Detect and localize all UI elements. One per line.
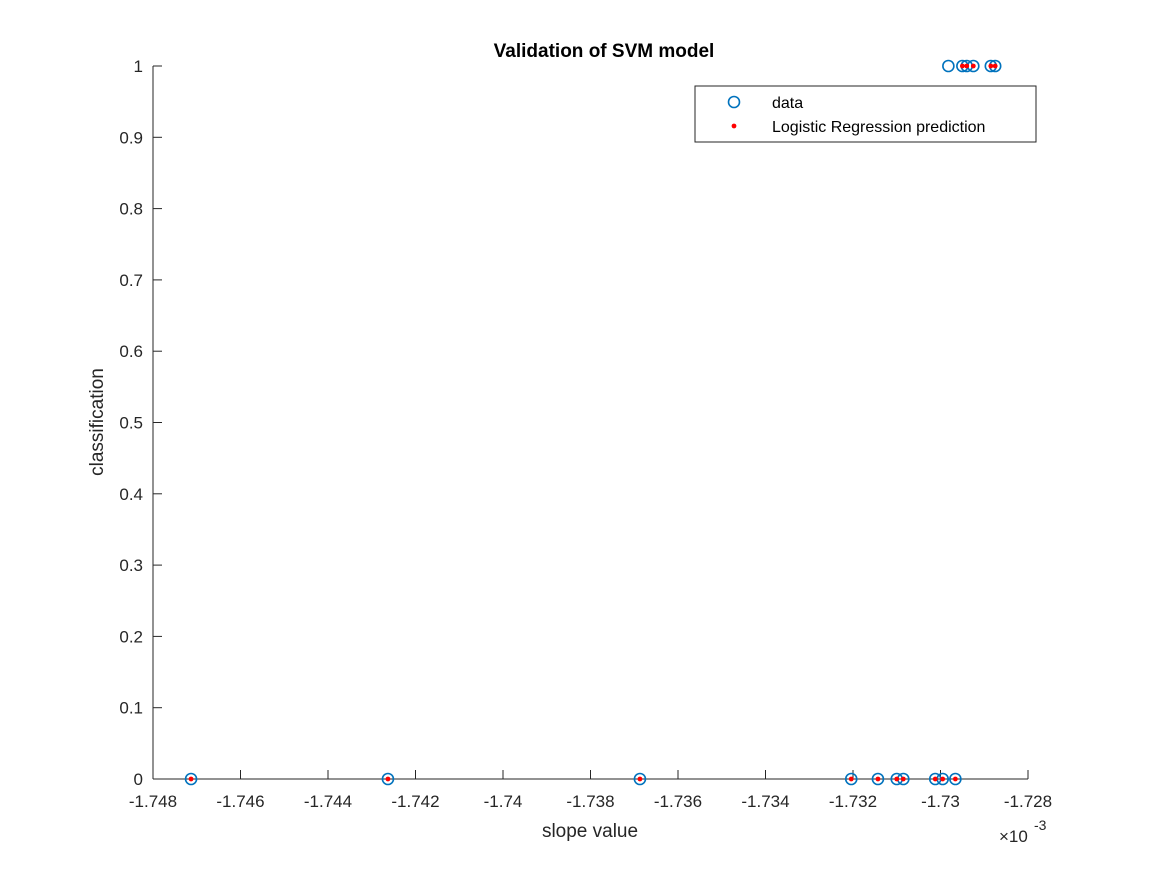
series-prediction [188,63,998,782]
prediction-point [992,63,998,69]
legend-marker-data [727,95,741,109]
prediction-point [894,776,900,782]
x-tick-label: -1.732 [829,792,877,811]
x-tick-label: -1.74 [484,792,523,811]
prediction-point [637,776,643,782]
x-tick-label: -1.728 [1004,792,1052,811]
prediction-point [385,776,391,782]
y-tick-label: 0 [134,770,143,789]
prediction-point [932,776,938,782]
legend-label-data: data [772,95,803,112]
data-point [871,772,885,786]
prediction-point [188,776,194,782]
legend-box [694,85,1037,143]
y-tick-label: 0.7 [119,271,143,290]
y-tick-label: 0.3 [119,556,143,575]
x-tick-label: -1.738 [566,792,614,811]
data-point [844,772,858,786]
x-tick-label: -1.73 [921,792,960,811]
prediction-point [940,776,946,782]
x-axis-exponent: ×10 -3 [999,817,1047,846]
x-tick-label: -1.744 [304,792,352,811]
x-axis-exponent-base: ×10 [999,827,1028,846]
prediction-point [970,63,976,69]
x-tick-label: -1.734 [741,792,789,811]
data-point [942,59,955,73]
prediction-point [952,776,958,782]
y-tick-label: 0.6 [119,342,143,361]
chart-title: Validation of SVM model [494,41,715,62]
prediction-point [959,63,965,69]
y-axis-ticks: 0 0.1 0.2 0.3 0.4 0.5 0.6 0.7 0.8 0.9 1 [119,57,162,789]
prediction-point [900,776,906,782]
prediction-point [964,63,970,69]
y-tick-label: 0.1 [119,699,143,718]
legend-label-prediction: Logistic Regression prediction [772,119,985,136]
x-axis-exponent-power: -3 [1034,817,1047,833]
legend-marker-prediction [731,123,737,129]
data-point [949,772,962,786]
x-tick-label: -1.736 [654,792,702,811]
legend: data Logistic Regression prediction [694,85,1037,143]
axes: -1.748 -1.746 -1.744 -1.742 -1.74 -1.738 -1.73… [119,57,1052,811]
y-tick-label: 0.4 [119,485,143,504]
x-tick-label: -1.748 [129,792,177,811]
y-tick-label: 0.2 [119,627,143,646]
x-tick-label: -1.746 [216,792,264,811]
data-point [381,772,395,786]
data-point [184,772,198,786]
plot-area [184,59,1002,786]
y-axis-label: classification [87,368,108,476]
x-axis-label: slope value [542,821,638,842]
prediction-point [848,776,854,782]
y-tick-label: 0.8 [119,200,143,219]
x-axis-ticks: -1.748 -1.746 -1.744 -1.742 -1.74 -1.738 -1.73… [129,770,1052,811]
data-point [633,772,647,786]
y-tick-label: 0.5 [119,414,143,433]
y-tick-label: 1 [134,57,143,76]
prediction-point [875,776,881,782]
prediction-point [988,63,994,69]
x-tick-label: -1.742 [391,792,439,811]
y-tick-label: 0.9 [119,128,143,147]
